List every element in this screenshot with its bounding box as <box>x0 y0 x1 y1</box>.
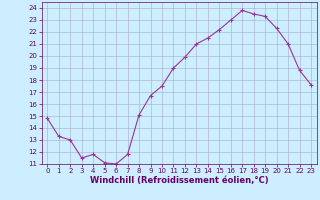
X-axis label: Windchill (Refroidissement éolien,°C): Windchill (Refroidissement éolien,°C) <box>90 176 268 185</box>
